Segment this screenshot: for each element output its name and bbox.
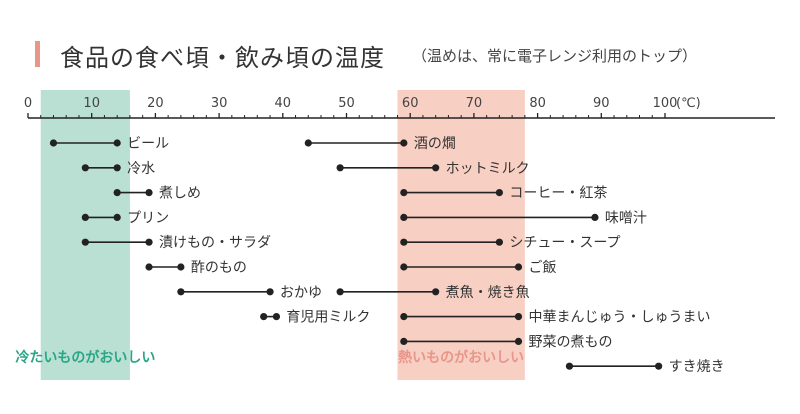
range-end-dot (514, 337, 523, 345)
food-label: ビール (127, 136, 169, 152)
range-end-dot (272, 313, 281, 321)
range-start-dot (336, 288, 344, 296)
range-start-dot (304, 139, 312, 147)
range-end-dot (432, 164, 440, 172)
food-label: シチュー・スープ (509, 235, 620, 251)
axis-tick-label: 80 (529, 96, 546, 111)
food-label: 煮魚・焼き魚 (446, 285, 530, 301)
range-end-dot (113, 139, 121, 147)
chart-header: 食品の食べ頃・飲み頃の温度 （温めは、常に電子レンジ利用のトップ） (0, 0, 800, 84)
axis-tick-label: 60 (402, 96, 419, 111)
food-range-item: ビール (49, 136, 169, 152)
food-range-item: 酢のもの (145, 260, 247, 276)
range-start-dot (400, 189, 408, 197)
chart-subtitle: （温めは、常に電子レンジ利用のトップ） (412, 47, 698, 65)
range-end-dot (514, 263, 523, 271)
food-label: ホットミルク (446, 161, 530, 177)
food-range-item: シチュー・スープ (400, 235, 621, 251)
range-start-dot (145, 263, 153, 271)
range-end-dot (495, 238, 503, 246)
food-range-item: ホットミルク (336, 161, 530, 177)
axis-tick-label: 40 (275, 96, 292, 111)
zone-labels: 冷たいものがおいしい 熱いものがおいしい (15, 349, 524, 366)
axis-tick-label: 30 (211, 96, 228, 111)
food-range-item: コーヒー・紅茶 (400, 186, 607, 202)
food-range-item: すき焼き (565, 359, 725, 375)
range-end-dot (400, 139, 408, 147)
range-end-dot (266, 288, 274, 296)
cold-zone-band (40, 90, 130, 380)
food-label: 中華まんじゅう・しゅうまい (528, 310, 710, 326)
range-start-dot (336, 164, 344, 172)
range-end-dot (113, 164, 121, 172)
range-end-dot (432, 288, 440, 296)
food-range-item: 煮魚・焼き魚 (336, 285, 530, 301)
axis-tick-label: 50 (338, 96, 355, 111)
range-start-dot (400, 337, 408, 345)
temperature-axis: 0 10 20 30 40 50 60 70 80 90 100(℃) (24, 96, 775, 119)
food-label: 野菜の煮もの (528, 334, 612, 350)
food-label: コーヒー・紅茶 (509, 186, 607, 202)
food-label: おかゆ (280, 285, 322, 301)
food-label: 煮しめ (159, 186, 201, 202)
range-end-dot (145, 238, 153, 246)
axis-tick-label: 70 (466, 96, 483, 111)
range-end-dot (145, 189, 153, 197)
axis-tick-label: 100 (653, 96, 678, 111)
axis-tick-label: 90 (593, 96, 610, 111)
axis-tick-label: 20 (147, 96, 164, 111)
range-end-dot (591, 213, 599, 221)
range-start-dot (400, 238, 408, 246)
food-range-item: プリン (81, 210, 169, 226)
range-start-dot (81, 213, 89, 221)
food-label: 冷水 (127, 161, 155, 177)
range-start-dot (81, 238, 89, 246)
range-start-dot (113, 189, 121, 197)
food-range-item: 中華まんじゅう・しゅうまい (400, 310, 710, 326)
axis-tick-label: 10 (83, 96, 100, 111)
food-range-item: ご飯 (400, 259, 556, 276)
food-range-item: 煮しめ (113, 186, 201, 202)
food-label: 酢のもの (191, 260, 247, 276)
range-start-dot (565, 362, 574, 370)
food-label: 味噌汁 (605, 210, 647, 226)
food-label: 育児用ミルク (286, 310, 370, 326)
food-range-item: 漬けもの・サラダ (81, 235, 271, 251)
range-end-dot (514, 313, 523, 321)
food-label: 漬けもの・サラダ (159, 235, 271, 251)
range-end-dot (495, 189, 503, 197)
food-label: すき焼き (669, 359, 725, 375)
axis-tick-label: 0 (24, 96, 32, 111)
hot-zone-band (397, 90, 525, 380)
range-start-dot (49, 139, 58, 147)
food-range-item: おかゆ (177, 285, 322, 301)
food-label: ご飯 (528, 259, 556, 276)
range-end-dot (655, 362, 663, 370)
food-label: 酒の燗 (414, 136, 456, 152)
range-end-dot (177, 263, 185, 271)
range-start-dot (400, 263, 408, 271)
food-label: プリン (127, 210, 169, 226)
axis-unit-label: (℃) (676, 96, 701, 111)
range-end-dot (113, 213, 121, 221)
cold-zone-label: 冷たいものがおいしい (15, 349, 155, 366)
range-start-dot (177, 288, 185, 296)
food-range-item: 酒の燗 (304, 136, 456, 152)
food-range-item: 野菜の煮もの (400, 334, 612, 350)
chart-title: 食品の食べ頃・飲み頃の温度 (60, 44, 385, 72)
range-start-dot (400, 313, 408, 321)
food-range-item: 育児用ミルク (260, 310, 370, 326)
temperature-zones (40, 90, 525, 380)
range-start-dot (400, 213, 408, 221)
food-range-item: 味噌汁 (400, 210, 647, 226)
range-start-dot (81, 164, 89, 172)
food-range-item: 冷水 (81, 161, 155, 177)
range-start-dot (260, 313, 268, 321)
hot-zone-label: 熱いものがおいしい (398, 349, 524, 366)
title-accent-bar (35, 41, 40, 67)
